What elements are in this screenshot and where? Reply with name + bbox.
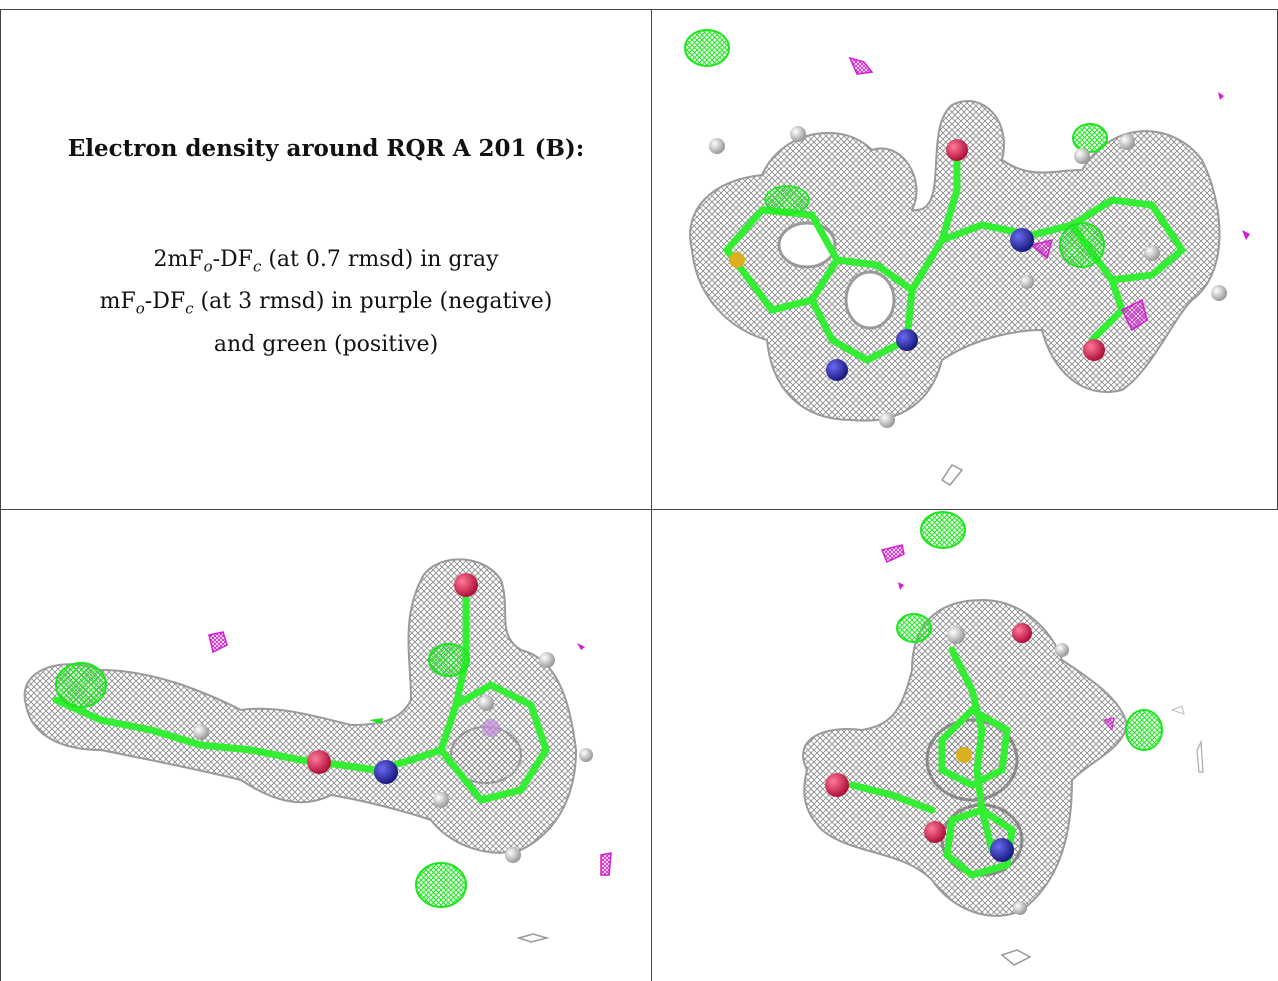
caption-title: Electron density around RQR A 201 (B):: [67, 135, 585, 162]
caption-line-gray: 2mFo-DFc (at 0.7 rmsd) in gray: [153, 247, 499, 276]
caption-cell: Electron density around RQR A 201 (B): 2…: [1, 10, 651, 508]
view-top-right: [652, 10, 1277, 509]
table-rule-top: [0, 9, 1278, 10]
table-rule-middle: [0, 509, 1278, 510]
electron-density-map-icon: [802, 511, 1204, 966]
electron-density-map-icon: [684, 29, 1250, 486]
caption-line-difference: mFo-DFc (at 3 rmsd) in purple (negative): [99, 289, 553, 318]
electron-density-map-icon: [23, 558, 612, 943]
caption-lines: 2mFo-DFc (at 0.7 rmsd) in gray mFo-DFc (…: [1, 242, 651, 363]
caption-line-positive: and green (positive): [213, 331, 439, 357]
table-rule-center: [651, 9, 652, 981]
view-bottom-right: [652, 510, 1277, 981]
table-rule-left: [0, 9, 1, 981]
view-bottom-left: [1, 510, 651, 981]
